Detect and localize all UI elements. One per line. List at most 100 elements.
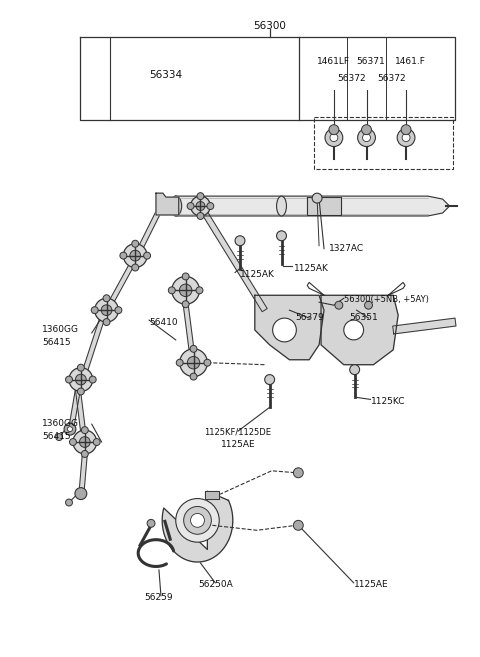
Polygon shape [205, 491, 219, 499]
Circle shape [350, 365, 360, 374]
Circle shape [196, 287, 203, 294]
Circle shape [75, 487, 87, 499]
Circle shape [273, 318, 296, 342]
Circle shape [361, 125, 372, 135]
Circle shape [235, 236, 245, 246]
Circle shape [207, 202, 214, 210]
Circle shape [364, 301, 372, 309]
Circle shape [120, 252, 127, 259]
Text: 56415: 56415 [42, 338, 71, 347]
Circle shape [103, 295, 110, 302]
Circle shape [168, 287, 175, 294]
Circle shape [73, 430, 96, 454]
Circle shape [93, 439, 100, 445]
Text: 56379: 56379 [295, 313, 324, 322]
Circle shape [77, 388, 84, 395]
Text: 56372: 56372 [377, 74, 406, 83]
Circle shape [180, 349, 207, 376]
Ellipse shape [276, 196, 287, 216]
Circle shape [180, 284, 192, 296]
Circle shape [196, 202, 205, 210]
Circle shape [176, 359, 183, 366]
Polygon shape [255, 295, 324, 360]
Circle shape [362, 133, 371, 142]
Circle shape [191, 196, 210, 216]
Polygon shape [169, 196, 450, 216]
Circle shape [123, 244, 147, 267]
Circle shape [95, 298, 119, 322]
Polygon shape [393, 318, 456, 334]
Polygon shape [70, 389, 80, 424]
Text: 1125AE: 1125AE [221, 440, 255, 449]
Circle shape [187, 357, 200, 369]
Circle shape [293, 520, 303, 530]
Circle shape [401, 125, 411, 135]
Circle shape [81, 426, 88, 434]
Circle shape [115, 307, 122, 313]
Circle shape [358, 129, 375, 147]
Circle shape [144, 252, 151, 259]
Polygon shape [82, 319, 104, 375]
Circle shape [264, 374, 275, 384]
Circle shape [325, 129, 343, 147]
Polygon shape [307, 197, 341, 215]
Text: 1461LF: 1461LF [317, 57, 350, 66]
Text: 56410: 56410 [149, 318, 178, 327]
Text: 56259: 56259 [144, 593, 173, 602]
Circle shape [66, 376, 72, 383]
Circle shape [132, 264, 139, 271]
Polygon shape [198, 204, 267, 311]
Circle shape [81, 451, 88, 457]
Circle shape [330, 133, 338, 142]
Polygon shape [137, 210, 161, 252]
Circle shape [147, 520, 155, 528]
Circle shape [68, 426, 72, 432]
Ellipse shape [170, 196, 182, 216]
Text: 56351: 56351 [349, 313, 378, 322]
Circle shape [56, 434, 62, 441]
Circle shape [184, 507, 211, 534]
Circle shape [187, 202, 194, 210]
Text: 1125AE: 1125AE [354, 580, 388, 589]
Circle shape [77, 364, 84, 371]
Polygon shape [156, 193, 179, 215]
Circle shape [91, 307, 98, 313]
Circle shape [190, 373, 197, 380]
Circle shape [293, 468, 303, 478]
Text: 1360GG: 1360GG [42, 325, 79, 334]
Text: 56372: 56372 [337, 74, 366, 83]
Circle shape [276, 231, 287, 240]
Circle shape [176, 499, 219, 542]
Circle shape [344, 320, 363, 340]
Circle shape [132, 240, 139, 247]
Circle shape [75, 374, 86, 385]
Circle shape [191, 513, 204, 528]
Text: 56415: 56415 [42, 432, 71, 441]
Circle shape [70, 439, 76, 445]
Text: 56371: 56371 [356, 57, 385, 66]
Circle shape [103, 319, 110, 325]
Circle shape [402, 133, 410, 142]
Circle shape [397, 129, 415, 147]
Text: 56250A: 56250A [198, 580, 233, 589]
Text: 56334: 56334 [149, 70, 182, 80]
Polygon shape [79, 454, 87, 489]
Text: 1125KF/1125DE: 1125KF/1125DE [204, 427, 272, 436]
Circle shape [69, 368, 93, 392]
Circle shape [329, 125, 339, 135]
Polygon shape [108, 264, 133, 306]
Circle shape [190, 346, 197, 352]
Circle shape [335, 301, 343, 309]
Circle shape [204, 359, 211, 366]
Circle shape [66, 499, 72, 506]
Polygon shape [321, 295, 398, 365]
Text: 1125AK: 1125AK [240, 271, 275, 279]
Polygon shape [75, 389, 86, 438]
Circle shape [172, 277, 200, 304]
Polygon shape [162, 491, 233, 562]
Circle shape [80, 437, 90, 447]
Circle shape [312, 193, 322, 203]
Circle shape [182, 301, 189, 307]
Circle shape [101, 305, 112, 315]
Text: 1327AC: 1327AC [329, 244, 364, 253]
